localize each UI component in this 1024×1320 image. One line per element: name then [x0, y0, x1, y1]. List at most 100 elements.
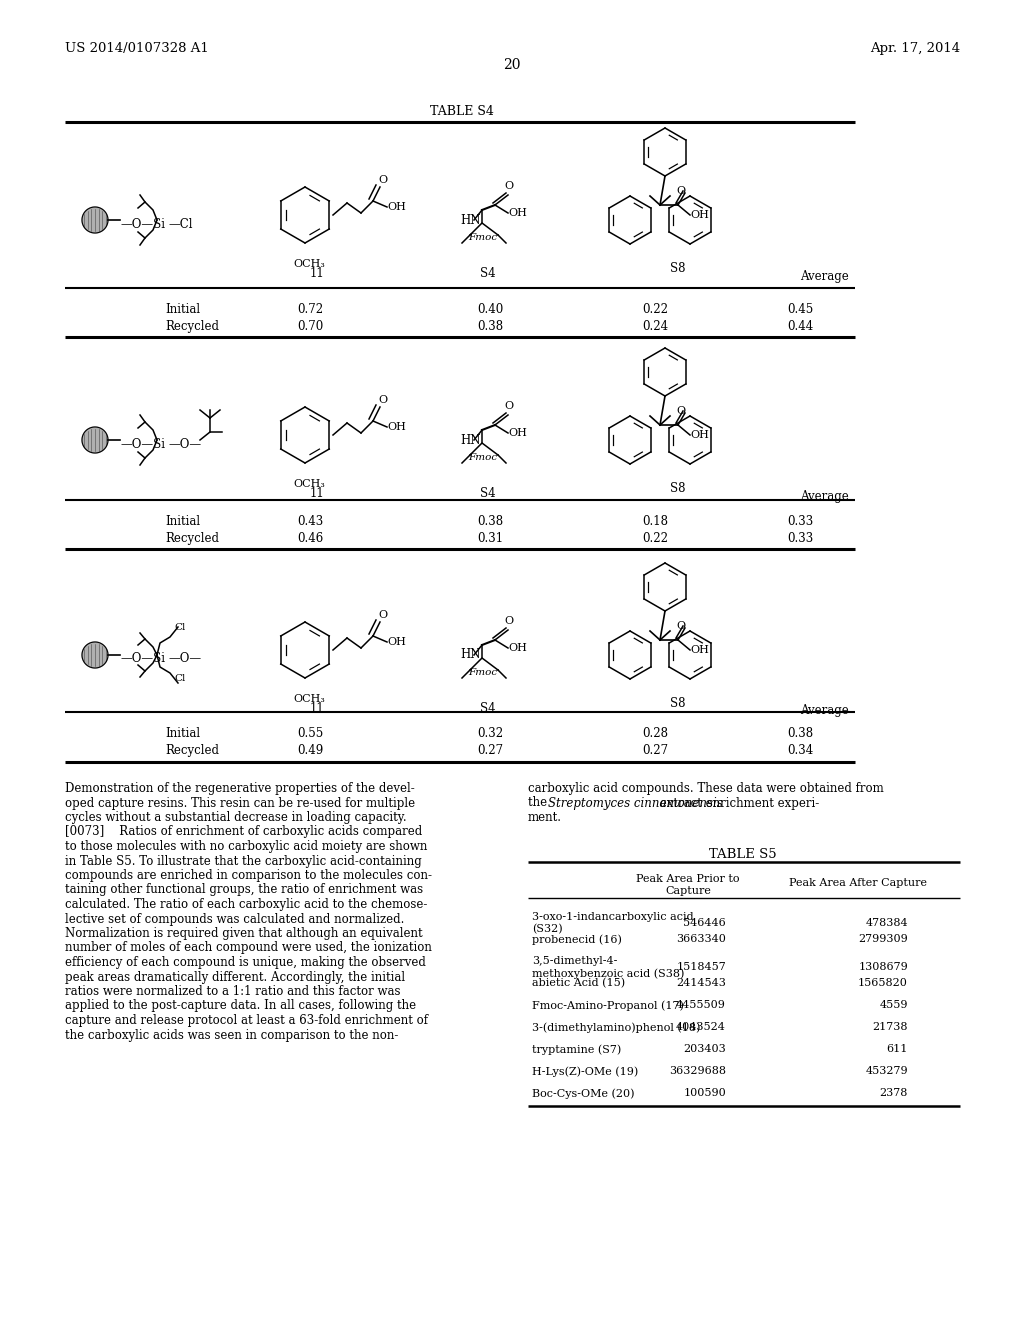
Text: —O—: —O— [168, 437, 201, 450]
Text: O: O [676, 186, 685, 195]
Text: number of moles of each compound were used, the ionization: number of moles of each compound were us… [65, 941, 432, 954]
Text: 3663340: 3663340 [676, 935, 726, 944]
Text: TABLE S4: TABLE S4 [430, 106, 494, 117]
Text: OH: OH [387, 638, 406, 647]
Text: S4: S4 [480, 267, 496, 280]
Text: O: O [504, 616, 513, 626]
Text: Recycled: Recycled [165, 319, 219, 333]
Text: 0.22: 0.22 [642, 532, 668, 545]
Text: OH: OH [690, 645, 709, 655]
Text: 0.49: 0.49 [297, 744, 324, 756]
Text: HN: HN [460, 214, 480, 227]
Text: cycles without a substantial decrease in loading capacity.: cycles without a substantial decrease in… [65, 810, 407, 824]
Text: Peak Area After Capture: Peak Area After Capture [790, 878, 927, 888]
Text: abietic Acid (15): abietic Acid (15) [532, 978, 625, 989]
Text: O: O [378, 176, 387, 185]
Text: 1518457: 1518457 [676, 962, 726, 972]
Text: (S32): (S32) [532, 924, 562, 935]
Text: 478384: 478384 [865, 917, 908, 928]
Text: 0.24: 0.24 [642, 319, 668, 333]
Text: 0.32: 0.32 [477, 727, 503, 741]
Text: 0.34: 0.34 [786, 744, 813, 756]
Text: 1565820: 1565820 [858, 978, 908, 987]
Text: 11: 11 [310, 487, 325, 500]
Text: lective set of compounds was calculated and normalized.: lective set of compounds was calculated … [65, 912, 404, 925]
Text: carboxylic acid compounds. These data were obtained from: carboxylic acid compounds. These data we… [528, 781, 884, 795]
Text: Streptomyces cinnamonensis: Streptomyces cinnamonensis [548, 796, 723, 809]
Text: OH: OH [508, 428, 527, 438]
Text: 0.70: 0.70 [297, 319, 324, 333]
Text: 2378: 2378 [880, 1088, 908, 1098]
Text: 4455509: 4455509 [676, 1001, 726, 1010]
Text: the: the [528, 796, 551, 809]
Text: ratios were normalized to a 1:1 ratio and this factor was: ratios were normalized to a 1:1 ratio an… [65, 985, 400, 998]
Text: 0.27: 0.27 [477, 744, 503, 756]
Text: H-Lys(Z)-OMe (19): H-Lys(Z)-OMe (19) [532, 1067, 638, 1077]
Polygon shape [82, 426, 108, 453]
Text: probenecid (16): probenecid (16) [532, 935, 622, 945]
Text: 203403: 203403 [683, 1044, 726, 1053]
Text: OCH₃: OCH₃ [293, 694, 325, 704]
Text: Normalization is required given that although an equivalent: Normalization is required given that alt… [65, 927, 423, 940]
Text: 0.38: 0.38 [477, 319, 503, 333]
Text: 0.46: 0.46 [297, 532, 324, 545]
Text: Initial: Initial [165, 515, 200, 528]
Text: 11: 11 [310, 702, 325, 715]
Text: to those molecules with no carboxylic acid moiety are shown: to those molecules with no carboxylic ac… [65, 840, 427, 853]
Text: Fmoc: Fmoc [468, 668, 497, 677]
Text: 0.40: 0.40 [477, 304, 503, 315]
Text: OH: OH [387, 202, 406, 213]
Text: 0.38: 0.38 [477, 515, 503, 528]
Text: 0.44: 0.44 [786, 319, 813, 333]
Text: 2414543: 2414543 [676, 978, 726, 987]
Text: 11: 11 [310, 267, 325, 280]
Text: Demonstration of the regenerative properties of the devel-: Demonstration of the regenerative proper… [65, 781, 415, 795]
Text: TABLE S5: TABLE S5 [710, 847, 777, 861]
Text: S4: S4 [480, 487, 496, 500]
Text: [0073]    Ratios of enrichment of carboxylic acids compared: [0073] Ratios of enrichment of carboxyli… [65, 825, 422, 838]
Text: Cl: Cl [174, 675, 185, 682]
Text: 546446: 546446 [683, 917, 726, 928]
Text: —O—Si: —O—Si [120, 218, 165, 231]
Text: Capture: Capture [665, 886, 711, 896]
Text: methoxybenzoic acid (S38): methoxybenzoic acid (S38) [532, 968, 684, 978]
Text: S4: S4 [480, 702, 496, 715]
Text: Average: Average [800, 704, 849, 717]
Text: 0.27: 0.27 [642, 744, 668, 756]
Text: —O—Si: —O—Si [120, 437, 165, 450]
Text: 4043524: 4043524 [676, 1022, 726, 1032]
Text: S8: S8 [670, 482, 685, 495]
Text: 0.55: 0.55 [297, 727, 324, 741]
Text: OH: OH [508, 209, 527, 218]
Text: OH: OH [690, 430, 709, 440]
Text: US 2014/0107328 A1: US 2014/0107328 A1 [65, 42, 209, 55]
Text: 1308679: 1308679 [858, 962, 908, 972]
Text: O: O [378, 610, 387, 620]
Text: 0.38: 0.38 [786, 727, 813, 741]
Text: 0.33: 0.33 [786, 532, 813, 545]
Text: applied to the post-capture data. In all cases, following the: applied to the post-capture data. In all… [65, 999, 416, 1012]
Text: 3-(dimethylamino)phenol (18): 3-(dimethylamino)phenol (18) [532, 1022, 700, 1032]
Text: S8: S8 [670, 261, 685, 275]
Text: taining other functional groups, the ratio of enrichment was: taining other functional groups, the rat… [65, 883, 423, 896]
Text: 453279: 453279 [865, 1067, 908, 1076]
Text: —Cl: —Cl [168, 218, 193, 231]
Text: 611: 611 [887, 1044, 908, 1053]
Text: —O—Si: —O—Si [120, 652, 165, 665]
Text: Initial: Initial [165, 304, 200, 315]
Text: 2799309: 2799309 [858, 935, 908, 944]
Text: —O—: —O— [168, 652, 201, 665]
Text: ment.: ment. [528, 810, 562, 824]
Text: HN: HN [460, 648, 480, 661]
Text: O: O [676, 620, 685, 631]
Text: HN: HN [460, 433, 480, 446]
Text: in Table S5. To illustrate that the carboxylic acid-containing: in Table S5. To illustrate that the carb… [65, 854, 422, 867]
Text: Fmoc-Amino-Propanol (17): Fmoc-Amino-Propanol (17) [532, 1001, 684, 1011]
Text: 0.33: 0.33 [786, 515, 813, 528]
Text: 3,5-dimethyl-4-: 3,5-dimethyl-4- [532, 956, 617, 966]
Text: OH: OH [690, 210, 709, 220]
Text: 36329688: 36329688 [669, 1067, 726, 1076]
Text: Cl: Cl [174, 623, 185, 632]
Text: 0.31: 0.31 [477, 532, 503, 545]
Text: calculated. The ratio of each carboxylic acid to the chemose-: calculated. The ratio of each carboxylic… [65, 898, 427, 911]
